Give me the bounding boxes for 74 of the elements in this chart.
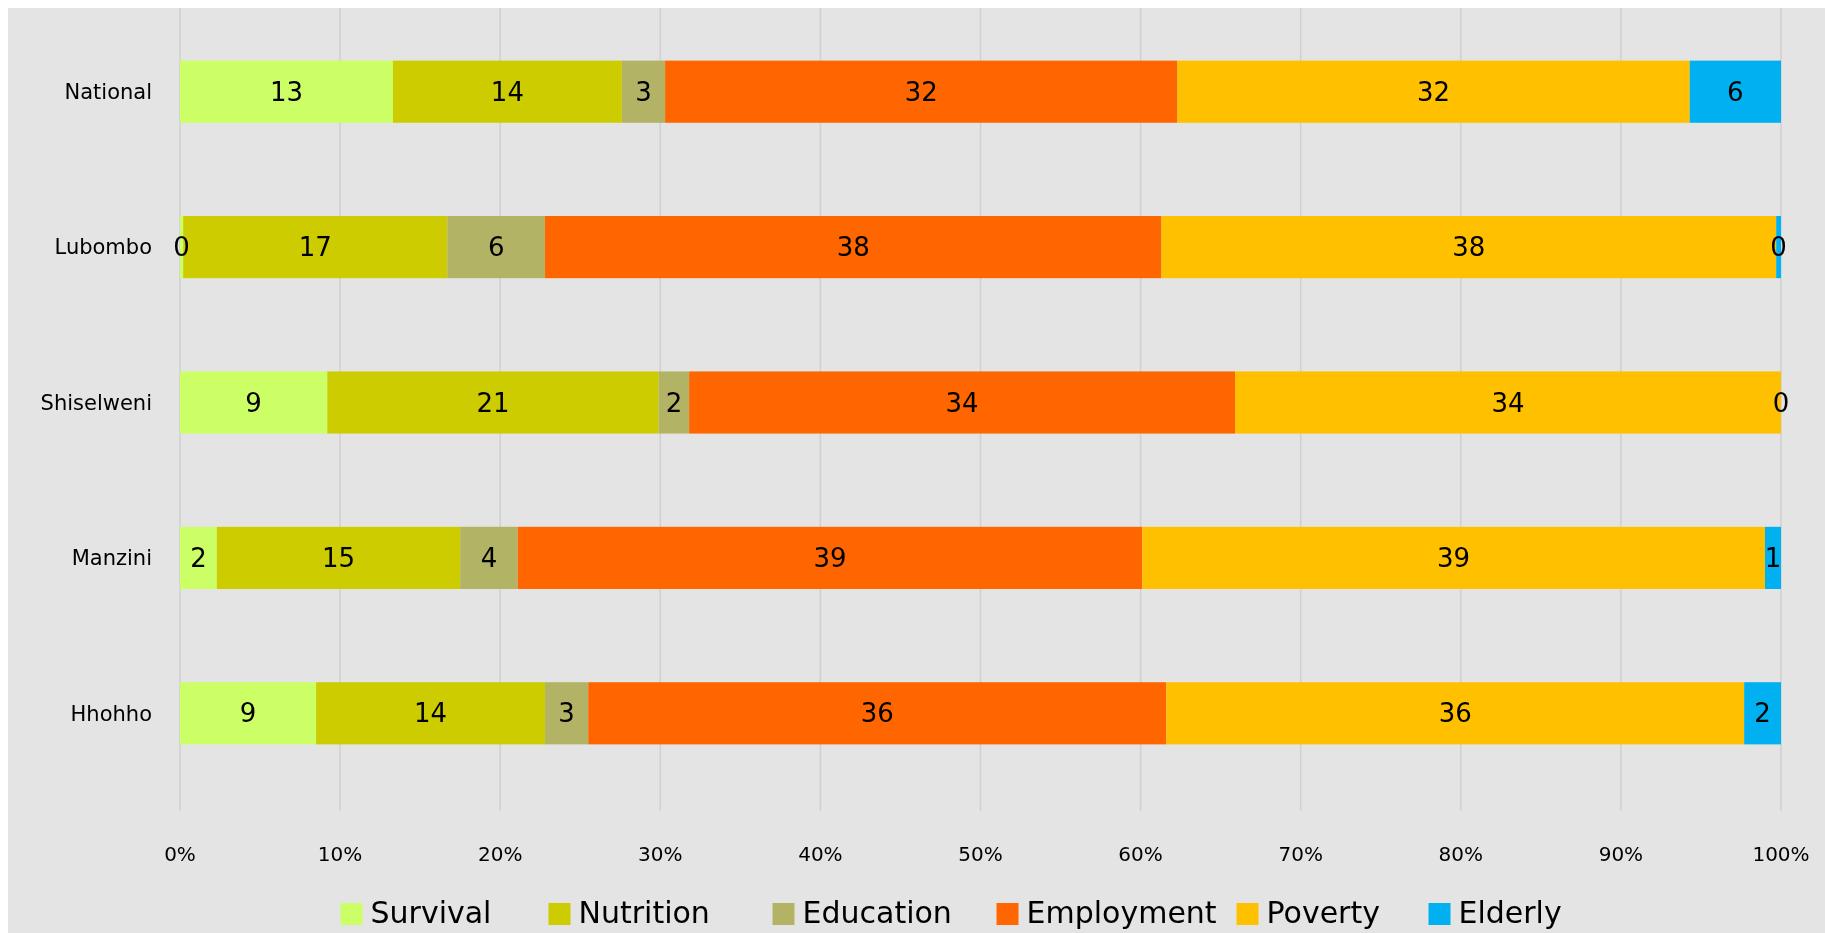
bar — [1142, 526, 1765, 589]
bar — [460, 526, 518, 589]
data-label: 38 — [1452, 232, 1486, 263]
bar — [1177, 60, 1690, 123]
y-tick-label: Manzini — [71, 546, 152, 571]
bar — [180, 60, 393, 123]
y-tick-label: Hhohho — [70, 701, 152, 726]
data-label: 32 — [904, 76, 938, 107]
data-label: 36 — [1438, 698, 1472, 729]
data-label: 17 — [298, 232, 332, 263]
bar — [327, 371, 659, 434]
bar — [216, 526, 461, 589]
legend-label: Elderly — [1458, 895, 1562, 930]
bar — [447, 216, 546, 279]
x-tick-label: 40% — [798, 842, 843, 866]
bar — [545, 682, 589, 745]
data-label: 2 — [665, 387, 683, 418]
y-tick-label: Shiselweni — [40, 390, 152, 415]
x-tick-label: 90% — [1598, 842, 1644, 866]
bar — [1744, 682, 1781, 745]
data-label: 36 — [860, 698, 894, 729]
data-label: 2 — [1754, 698, 1771, 729]
x-tick-label: 20% — [477, 842, 523, 866]
bar — [180, 526, 217, 589]
bar — [621, 60, 666, 123]
data-label: 3 — [558, 698, 575, 729]
data-label: 21 — [476, 387, 510, 418]
bar — [1166, 682, 1745, 745]
data-label: 32 — [1417, 76, 1451, 107]
data-label: 0 — [1770, 232, 1787, 263]
data-label: 39 — [1437, 543, 1471, 573]
bar — [180, 682, 317, 745]
x-tick-label: 100% — [1752, 842, 1810, 866]
data-label: 9 — [245, 387, 262, 418]
x-tick-label: 80% — [1438, 842, 1484, 866]
data-label: 2 — [190, 543, 207, 573]
data-label: 14 — [490, 76, 524, 107]
bar — [517, 526, 1143, 589]
legend-label: Poverty — [1266, 895, 1380, 930]
x-tick-label: 70% — [1278, 842, 1323, 866]
data-label: 1 — [1764, 543, 1782, 573]
bar — [545, 216, 1162, 279]
data-label: 0 — [1772, 387, 1790, 418]
data-label: 6 — [487, 232, 505, 263]
bar — [1689, 60, 1781, 123]
bar — [665, 60, 1178, 123]
data-label: 34 — [945, 387, 979, 418]
x-tick-label: 30% — [638, 842, 683, 866]
y-tick-label: Lubombo — [54, 235, 152, 260]
x-tick-label: 0% — [164, 842, 196, 866]
y-tick-label: National — [64, 80, 152, 105]
data-label: 15 — [321, 543, 356, 573]
x-tick-label: 10% — [317, 842, 363, 866]
data-label: 38 — [836, 232, 870, 263]
data-label: 3 — [635, 76, 652, 107]
data-label: 4 — [480, 543, 498, 573]
data-label: 9 — [239, 698, 257, 729]
legend-label: Employment — [1026, 895, 1217, 930]
legend-label: Nutrition — [578, 895, 710, 930]
bar — [392, 60, 622, 123]
bar — [180, 371, 328, 434]
x-tick-label: 50% — [958, 842, 1003, 866]
bar — [316, 682, 546, 745]
legend-label: Education — [802, 895, 952, 930]
data-label: 13 — [269, 76, 304, 107]
data-label: 34 — [1491, 387, 1525, 418]
legend-label: Survival — [370, 895, 492, 930]
bar — [588, 682, 1167, 745]
data-label: 6 — [1727, 76, 1744, 107]
bar — [658, 371, 690, 434]
data-label: 14 — [414, 698, 448, 729]
bar — [689, 371, 1236, 434]
x-tick-label: 60% — [1118, 842, 1163, 866]
data-label: 39 — [813, 543, 847, 573]
